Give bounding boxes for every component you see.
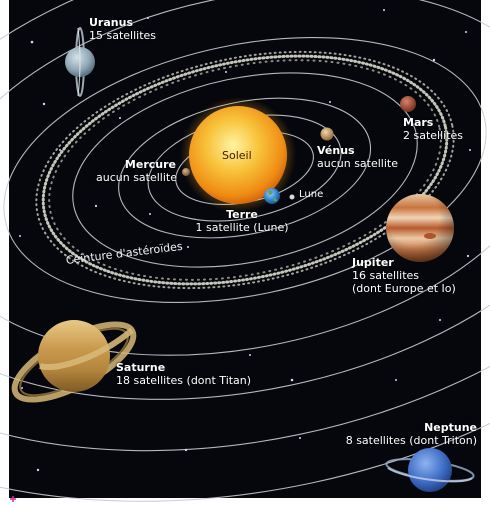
uranus-name: Uranus bbox=[89, 16, 133, 29]
venus-label: Vénus aucun satellite bbox=[317, 144, 398, 170]
uranus-info: 15 satellites bbox=[89, 29, 157, 42]
jupiter-label: Jupiter 16 satellites (dont Europe et Io… bbox=[352, 256, 456, 295]
earth-continents bbox=[268, 190, 277, 202]
jupiter-planet bbox=[386, 194, 454, 262]
earth-label: Terre 1 satellite (Lune) bbox=[190, 208, 294, 234]
mercury-name: Mercure bbox=[124, 158, 176, 171]
venus-name: Vénus bbox=[317, 144, 355, 157]
uranus-planet bbox=[65, 27, 95, 97]
sun-label: Soleil bbox=[222, 149, 252, 162]
moon bbox=[289, 194, 295, 200]
saturn-name: Saturne bbox=[116, 361, 166, 374]
orbit-uranus bbox=[0, 0, 490, 400]
orbit-jupiter bbox=[3, 36, 487, 304]
venus-info: aucun satellite bbox=[317, 157, 399, 170]
mars-name: Mars bbox=[403, 116, 434, 129]
saturn-info: 18 satellites (dont Titan) bbox=[116, 374, 252, 387]
orbit-mars bbox=[72, 72, 418, 268]
corner-mark bbox=[10, 496, 16, 502]
neptune-planet bbox=[385, 448, 475, 492]
orbit-saturn bbox=[0, 0, 490, 356]
mars-label: Mars 2 satellites bbox=[403, 116, 463, 142]
jupiter-info-moons: (dont Europe et Io) bbox=[352, 282, 456, 295]
neptune-name: Neptune bbox=[424, 421, 477, 434]
mercury-label: Mercure aucun satellite bbox=[96, 158, 178, 184]
sun bbox=[189, 106, 287, 204]
moon-label: Lune bbox=[299, 189, 324, 200]
jupiter-name: Jupiter bbox=[352, 256, 394, 269]
stars bbox=[19, 9, 471, 472]
earth-info: 1 satellite (Lune) bbox=[195, 221, 289, 234]
uranus-label: Uranus 15 satellites bbox=[89, 16, 156, 42]
mercury-info: aucun satellite bbox=[96, 171, 178, 184]
neptune-label: Neptune 8 satellites (dont Triton) bbox=[330, 421, 477, 447]
earth-planet bbox=[264, 188, 280, 204]
mars-planet bbox=[400, 96, 416, 112]
mercury-planet bbox=[182, 168, 190, 176]
saturn-label: Saturne 18 satellites (dont Titan) bbox=[116, 361, 251, 387]
venus-planet bbox=[320, 127, 334, 141]
mars-info: 2 satellites bbox=[403, 129, 464, 142]
jupiter-info: 16 satellites bbox=[352, 269, 420, 282]
earth-name: Terre bbox=[226, 208, 258, 221]
asteroid-belt bbox=[35, 50, 455, 290]
saturn-planet bbox=[11, 320, 137, 403]
neptune-info: 8 satellites (dont Triton) bbox=[345, 434, 477, 447]
